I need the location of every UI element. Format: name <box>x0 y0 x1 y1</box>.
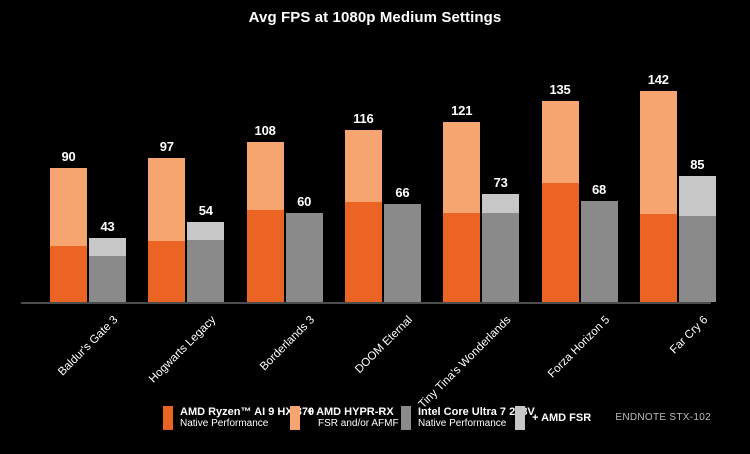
bar-value-intel-borderlands-3: 60 <box>297 193 312 209</box>
bar-value-intel-tiny-tina-s-wonderlands: 73 <box>493 174 508 190</box>
bar-value-amd-doom-eternal: 116 <box>353 110 374 126</box>
bar-amd-uplift-borderlands-3 <box>246 141 284 210</box>
legend-label: + AMD FSR <box>532 412 592 424</box>
legend-swatch-amd-hypr-rx <box>290 406 300 430</box>
bar-amd-native-baldur-s-gate-3 <box>50 245 87 302</box>
bar-value-amd-borderlands-3: 108 <box>254 122 276 138</box>
x-tick-label-hogwarts-legacy: Hogwarts Legacy <box>147 314 219 386</box>
bar-intel-native-borderlands-3 <box>285 212 323 302</box>
bar-amd-native-far-cry-6 <box>639 214 677 302</box>
x-axis-line <box>21 302 711 304</box>
bar-amd-native-borderlands-3 <box>246 209 284 302</box>
bar-intel-uplift-far-cry-6 <box>678 175 716 216</box>
bar-amd-native-hogwarts-legacy <box>148 241 186 302</box>
x-tick-label-tiny-tina-s-wonderlands: Tiny Tina's Wonderlands <box>416 314 514 411</box>
bar-intel-uplift-hogwarts-legacy <box>187 221 225 240</box>
bar-amd-uplift-doom-eternal <box>344 129 382 203</box>
bar-value-intel-doom-eternal: 66 <box>395 184 410 200</box>
bar-amd-native-doom-eternal <box>344 202 382 302</box>
bar-intel-native-forza-horizon-5 <box>580 200 618 302</box>
legend-swatch-amd-native <box>163 406 173 430</box>
legend-label: Intel Core Ultra 7 258V <box>418 406 535 418</box>
legend-sublabel: FSR and/or AFMF 2 <box>318 418 407 429</box>
bar-intel-uplift-baldur-s-gate-3 <box>89 238 126 256</box>
x-tick-label-far-cry-6: Far Cry 6 <box>667 314 711 357</box>
bar-value-intel-forza-horizon-5: 68 <box>591 181 607 197</box>
legend-sublabel: Native Performance <box>180 418 269 429</box>
bar-amd-uplift-hogwarts-legacy <box>148 157 186 242</box>
endnote-text: ENDNOTE STX-102 <box>615 412 711 423</box>
bar-value-amd-forza-horizon-5: 135 <box>549 82 571 98</box>
bar-value-intel-far-cry-6: 85 <box>690 156 705 172</box>
bar-amd-uplift-baldur-s-gate-3 <box>50 168 87 246</box>
legend-sublabel: Native Performance <box>418 418 507 429</box>
legend-item-intel-native: Intel Core Ultra 7 258V Native Performan… <box>401 406 535 430</box>
bar-amd-uplift-far-cry-6 <box>639 91 677 215</box>
bar-value-amd-hogwarts-legacy: 97 <box>159 138 174 154</box>
bar-intel-native-hogwarts-legacy <box>187 239 225 302</box>
bar-intel-uplift-tiny-tina-s-wonderlands <box>482 193 520 213</box>
bar-value-intel-hogwarts-legacy: 54 <box>198 202 213 218</box>
chart-title: Avg FPS at 1080p Medium Settings <box>248 9 502 26</box>
bar-intel-native-doom-eternal <box>383 203 421 302</box>
bar-intel-native-baldur-s-gate-3 <box>89 255 126 302</box>
plot-area: 90 43 Baldur's Gate 3 97 54 Hogwarts Legacy 10… <box>21 72 716 411</box>
bar-value-amd-tiny-tina-s-wonderlands: 121 <box>451 103 473 119</box>
bar-intel-native-tiny-tina-s-wonderlands <box>482 212 520 302</box>
x-tick-label-baldur-s-gate-3: Baldur's Gate 3 <box>56 314 121 379</box>
bar-intel-native-far-cry-6 <box>678 215 716 302</box>
legend-item-amd-fsr: + AMD FSR <box>515 406 591 430</box>
bar-value-intel-baldur-s-gate-3: 43 <box>100 219 115 235</box>
bar-amd-uplift-forza-horizon-5 <box>541 101 579 184</box>
legend-swatch-amd-fsr <box>515 406 525 430</box>
legend-label: AMD Ryzen™ AI 9 HX 370 <box>180 406 315 418</box>
x-tick-label-borderlands-3: Borderlands 3 <box>257 314 318 374</box>
bar-amd-native-forza-horizon-5 <box>541 183 579 302</box>
legend-label: + AMD HYPR-RX <box>307 406 394 418</box>
bar-amd-uplift-tiny-tina-s-wonderlands <box>443 122 481 213</box>
bar-value-amd-far-cry-6: 142 <box>647 72 669 87</box>
x-tick-label-doom-eternal: DOOM Eternal <box>353 314 416 376</box>
legend-item-amd-native: AMD Ryzen™ AI 9 HX 370 Native Performanc… <box>163 406 314 430</box>
legend-swatch-intel-native <box>401 406 411 430</box>
legend-item-amd-hypr-rx: + AMD HYPR-RX FSR and/or AFMF 2 <box>290 406 407 430</box>
bar-value-amd-baldur-s-gate-3: 90 <box>61 149 76 165</box>
bar-amd-native-tiny-tina-s-wonderlands <box>443 212 481 302</box>
x-tick-label-forza-horizon-5: Forza Horizon 5 <box>545 314 612 381</box>
